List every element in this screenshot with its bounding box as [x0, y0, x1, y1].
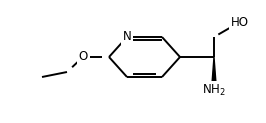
Text: N: N — [123, 31, 131, 44]
Polygon shape — [211, 57, 217, 90]
Text: O: O — [78, 51, 88, 63]
Text: HO: HO — [231, 15, 249, 29]
Text: NH$_2$: NH$_2$ — [202, 82, 226, 98]
